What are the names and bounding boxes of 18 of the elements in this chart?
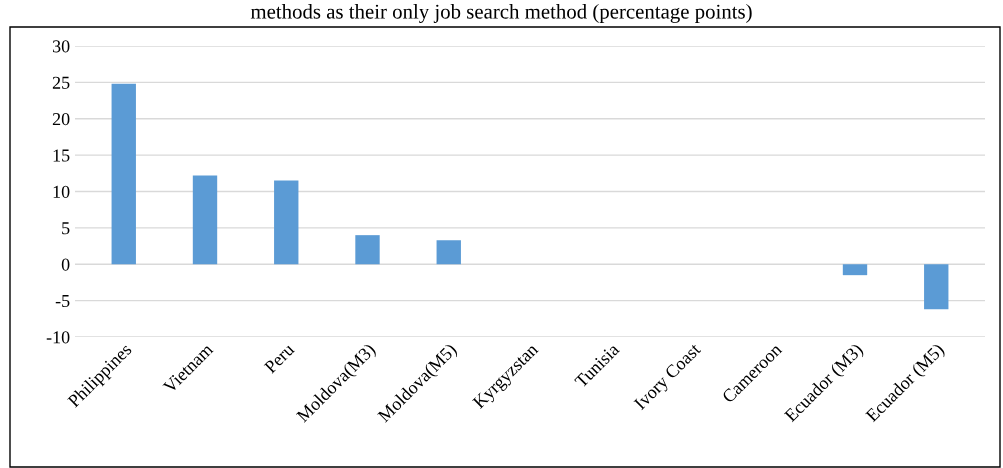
- y-tick-label: 20: [52, 113, 70, 126]
- bar: [111, 83, 136, 265]
- bar: [274, 180, 299, 265]
- y-tick-label: 10: [53, 185, 70, 198]
- bar: [192, 175, 218, 265]
- y-tick-label: -5: [55, 295, 70, 308]
- bar: [924, 264, 949, 310]
- bar: [436, 240, 461, 265]
- bar: [842, 264, 868, 276]
- y-tick-label: 0: [61, 258, 70, 271]
- y-tick-label: 5: [62, 222, 70, 235]
- x-tick-label: Peru: [263, 342, 296, 374]
- y-tick-label: 25: [52, 76, 70, 89]
- y-tick-label: 15: [53, 149, 70, 162]
- y-tick-label: -10: [46, 331, 70, 344]
- bar: [355, 235, 380, 265]
- chart-title: methods as their only job search method (percentage points): [250, 4, 752, 23]
- y-tick-label: 30: [52, 40, 70, 53]
